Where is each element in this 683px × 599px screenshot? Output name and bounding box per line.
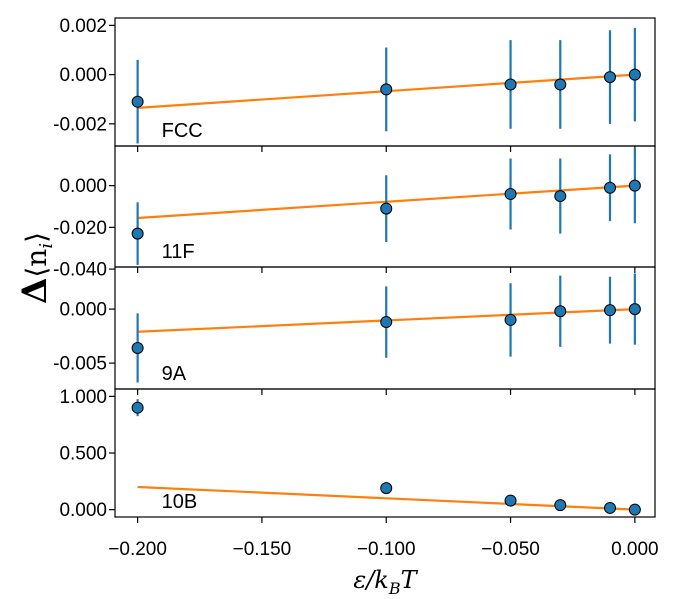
panel-11f: -0.040 -0.020 0.000 11F — [53, 145, 656, 281]
y-tick-label: 0.500 — [59, 444, 107, 465]
y-tick-label: 0.000 — [59, 500, 107, 521]
data-point — [504, 78, 517, 91]
data-point — [504, 313, 517, 326]
data-point — [604, 71, 616, 84]
panel-fcc: -0.002 0.000 0.002 FCC — [53, 16, 656, 152]
y-tick-label: -0.005 — [53, 354, 107, 375]
panel-9a: -0.005 0.000 9A — [53, 266, 656, 395]
panel-label: 11F — [162, 241, 195, 263]
data-point — [131, 227, 144, 240]
data-point — [604, 501, 616, 514]
panel-10b: 0.000 0.500 1.000 10B — [59, 387, 656, 523]
data-point — [380, 316, 393, 329]
data-point — [504, 494, 517, 507]
y-axis-title: Δ⟨ni⟩ — [15, 232, 57, 304]
data-point — [131, 401, 144, 414]
x-tick-label: −0.150 — [233, 539, 292, 560]
data-point — [380, 202, 393, 215]
data-point — [131, 341, 144, 354]
fit-line — [137, 485, 635, 511]
panel-frame — [114, 266, 656, 390]
data-point — [504, 187, 517, 200]
data-point — [380, 482, 393, 495]
data-point — [380, 83, 393, 96]
panel-label: 9A — [162, 363, 187, 385]
panel-label: 10B — [162, 491, 198, 513]
y-tick-label: 0.000 — [59, 300, 107, 321]
x-tick-label: −0.050 — [481, 539, 540, 560]
y-tick-label: -0.020 — [53, 218, 107, 239]
shared-x-axis: −0.200 −0.150 −0.100 −0.050 0.000 — [108, 539, 658, 560]
x-tick-label: −0.200 — [108, 539, 167, 560]
data-point — [554, 190, 567, 203]
x-tick-label: −0.100 — [357, 539, 416, 560]
data-point — [554, 305, 567, 318]
y-tick-label: -0.002 — [53, 114, 107, 135]
x-axis-title: ε/kBT — [353, 566, 418, 598]
data-point — [628, 179, 641, 192]
data-point — [604, 181, 616, 194]
data-point — [628, 68, 641, 81]
data-point — [554, 499, 567, 512]
panels-group: -0.0020.0000.002FCC-0.040-0.0200.00011F-… — [53, 16, 656, 523]
data-point — [554, 78, 567, 91]
panel-label: FCC — [162, 120, 203, 142]
y-tick-label: 0.000 — [59, 65, 107, 86]
x-tick-label: 0.000 — [611, 539, 659, 560]
y-tick-label: 0.000 — [59, 176, 107, 197]
y-tick-label: 1.000 — [59, 387, 107, 408]
data-point — [131, 95, 144, 108]
y-tick-label: 0.002 — [59, 16, 107, 37]
data-point — [628, 503, 641, 516]
data-point — [604, 304, 616, 317]
data-point — [628, 303, 641, 316]
y-tick-label: -0.040 — [53, 260, 107, 281]
